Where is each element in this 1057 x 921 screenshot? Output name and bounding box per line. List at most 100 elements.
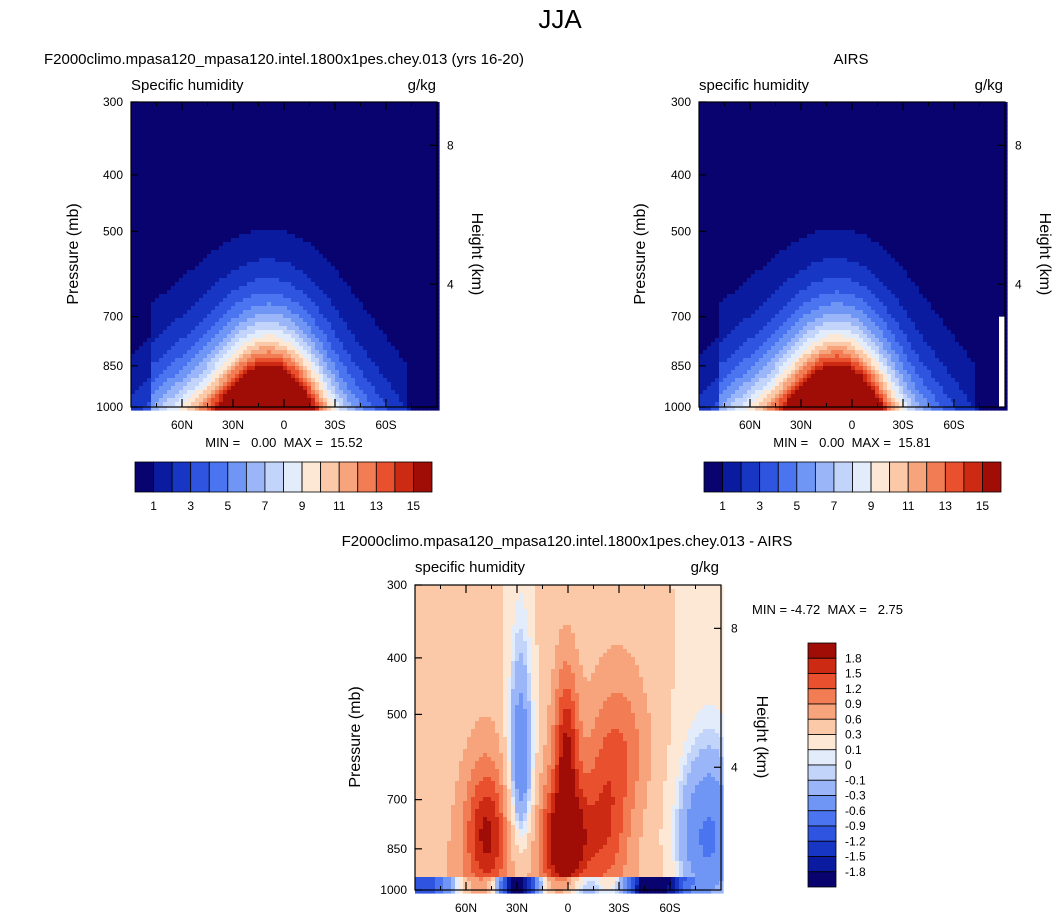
heatmap-cell	[163, 138, 168, 143]
heatmap-cell	[355, 214, 360, 219]
heatmap-cell	[143, 146, 148, 151]
heatmap-cell	[303, 202, 308, 207]
heatmap-cell	[363, 290, 368, 295]
heatmap-cell	[307, 242, 312, 247]
heatmap-cell	[347, 358, 352, 363]
heatmap-cell	[223, 286, 228, 291]
heatmap-cell	[231, 330, 236, 335]
heatmap-cell	[387, 206, 392, 211]
heatmap-cell	[219, 226, 224, 231]
heatmap-cell	[155, 350, 160, 355]
heatmap-cell	[251, 322, 256, 327]
heatmap-cell	[315, 294, 320, 299]
heatmap-cell	[171, 194, 176, 199]
heatmap-cell	[167, 202, 172, 207]
heatmap-cell	[315, 118, 320, 123]
heatmap-cell	[223, 282, 228, 287]
heatmap-cell	[259, 222, 264, 227]
heatmap-cell	[175, 178, 180, 183]
heatmap-cell	[239, 338, 244, 343]
heatmap-cell	[279, 262, 284, 267]
heatmap-cell	[423, 230, 428, 235]
heatmap-cell	[219, 174, 224, 179]
heatmap-cell	[407, 294, 412, 299]
heatmap-cell	[167, 354, 172, 359]
heatmap-cell	[171, 218, 176, 223]
heatmap-cell	[219, 330, 224, 335]
heatmap-cell	[131, 178, 136, 183]
heatmap-cell	[171, 226, 176, 231]
heatmap-cell	[251, 298, 256, 303]
heatmap-cell	[155, 114, 160, 119]
heatmap-cell	[427, 326, 432, 331]
heatmap-cell	[291, 206, 296, 211]
heatmap-cell	[403, 298, 408, 303]
heatmap-cell	[135, 150, 140, 155]
heatmap-cell	[175, 198, 180, 203]
heatmap-cell	[183, 330, 188, 335]
heatmap-cell	[307, 218, 312, 223]
heatmap-cell	[151, 326, 156, 331]
heatmap-cell	[187, 186, 192, 191]
heatmap-cell	[311, 186, 316, 191]
heatmap-cell	[411, 342, 416, 347]
heatmap-cell	[367, 322, 372, 327]
heatmap-cell	[199, 230, 204, 235]
heatmap-cell	[323, 226, 328, 231]
heatmap-cell	[227, 198, 232, 203]
heatmap-cell	[303, 226, 308, 231]
heatmap-cell	[199, 274, 204, 279]
heatmap-cell	[415, 310, 420, 315]
heatmap-cell	[391, 190, 396, 195]
heatmap-cell	[303, 326, 308, 331]
heatmap-cell	[243, 354, 248, 359]
heatmap-cell	[131, 182, 136, 187]
heatmap-cell	[427, 158, 432, 163]
heatmap-cell	[411, 290, 416, 295]
heatmap-cell	[195, 126, 200, 131]
heatmap-cell	[379, 198, 384, 203]
heatmap-cell	[211, 170, 216, 175]
heatmap-cell	[143, 126, 148, 131]
heatmap-cell	[355, 182, 360, 187]
heatmap-cell	[135, 302, 140, 307]
heatmap-cell	[423, 222, 428, 227]
heatmap-cell	[327, 346, 332, 351]
heatmap-cell	[183, 334, 188, 339]
heatmap-cell	[307, 286, 312, 291]
heatmap-cell	[215, 338, 220, 343]
heatmap-cell	[143, 270, 148, 275]
heatmap-cell	[243, 190, 248, 195]
heatmap-cell	[191, 222, 196, 227]
heatmap-cell	[371, 202, 376, 207]
heatmap-cell	[251, 270, 256, 275]
heatmap-cell	[383, 250, 388, 255]
heatmap-cell	[235, 254, 240, 259]
heatmap-cell	[271, 354, 276, 359]
heatmap-cell	[203, 146, 208, 151]
heatmap-cell	[179, 190, 184, 195]
heatmap-cell	[171, 150, 176, 155]
heatmap-cell	[179, 118, 184, 123]
heatmap-cell	[391, 170, 396, 175]
heatmap-cell	[387, 106, 392, 111]
heatmap-cell	[227, 146, 232, 151]
heatmap-cell	[339, 298, 344, 303]
heatmap-cell	[135, 306, 140, 311]
heatmap-cell	[299, 118, 304, 123]
heatmap-cell	[291, 146, 296, 151]
heatmap-cell	[431, 326, 436, 331]
heatmap-cell	[427, 110, 432, 115]
heatmap-cell	[363, 222, 368, 227]
heatmap-cell	[315, 110, 320, 115]
heatmap-cell	[219, 126, 224, 131]
heatmap-cell	[419, 210, 424, 215]
heatmap-cell	[235, 294, 240, 299]
heatmap-cell	[431, 306, 436, 311]
heatmap-cell	[371, 302, 376, 307]
heatmap-cell	[275, 102, 280, 107]
heatmap-cell	[211, 138, 216, 143]
heatmap-cell	[399, 290, 404, 295]
heatmap-cell	[279, 214, 284, 219]
heatmap-cell	[375, 322, 380, 327]
